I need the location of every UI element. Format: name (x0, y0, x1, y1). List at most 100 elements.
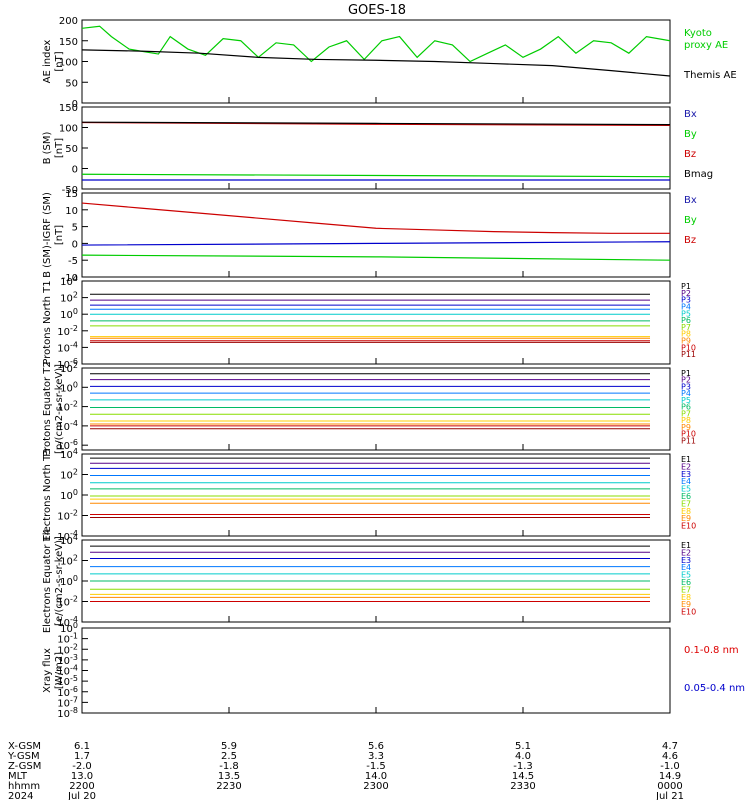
y-tick-label: 10-4 (57, 529, 78, 543)
y-tick-label: 10-6 (57, 438, 78, 452)
x-axis-row-label: MLT (8, 771, 28, 782)
x-axis-value: 2300 (363, 781, 388, 792)
series-line (81, 25, 671, 63)
legend-entry: E10 (681, 522, 696, 531)
legend-entry: E3 (681, 470, 691, 479)
legend-entry: E3 (681, 556, 691, 565)
legend-entry: P10 (681, 343, 696, 352)
y-axis-label: [nT] (54, 138, 65, 158)
y-tick-label: 0 (72, 239, 78, 250)
legend-entry: proxy AE (684, 40, 728, 51)
x-axis-value: 14.0 (365, 771, 387, 782)
y-axis-label: Protons North T1 (42, 280, 53, 364)
y-axis-label: Xray flux (42, 648, 53, 693)
x-axis-value: -1.8 (219, 761, 239, 772)
x-axis-value: 2330 (510, 781, 535, 792)
x-axis-value: Jul 21 (655, 791, 684, 800)
y-tick-label: 0 (72, 165, 78, 176)
y-tick-label: 104 (60, 533, 78, 547)
legend-entry: P2 (681, 376, 691, 385)
legend-entry: By (684, 129, 697, 140)
x-axis-value: 13.5 (218, 771, 240, 782)
series-line (81, 254, 671, 261)
y-axis-label: AE index (42, 40, 53, 84)
legend-entry: 0.1-0.8 nm (684, 645, 739, 656)
legend-entry: P6 (681, 316, 691, 325)
legend-entry: E2 (681, 462, 691, 471)
legend-entry: E9 (681, 514, 691, 523)
x-axis-row-label: Z-GSM (8, 761, 41, 772)
legend-entry: E8 (681, 507, 691, 516)
legend-entry: P1 (681, 282, 691, 291)
legend-entry: P7 (681, 323, 691, 332)
x-axis-value: 5.1 (515, 741, 531, 752)
legend-entry: By (684, 215, 697, 226)
legend-entry: P3 (681, 296, 691, 305)
y-axis-label: Electrons North T3 (42, 448, 53, 541)
y-tick-label: 200 (59, 16, 78, 27)
y-tick-label: 10-3 (57, 653, 78, 667)
series-line (81, 241, 671, 246)
y-tick-label: 10-2 (57, 324, 78, 338)
panel-6: Electrons North T3 10410210010-210-4E1E2E… (42, 447, 696, 543)
y-tick-label: 10-7 (57, 695, 78, 709)
legend-entry: P9 (681, 423, 691, 432)
legend-entry: E4 (681, 563, 691, 572)
x-axis-value: 0000 (657, 781, 682, 792)
legend-entry: Bz (684, 149, 696, 160)
y-tick-label: 10-4 (57, 615, 78, 629)
y-tick-label: 100 (60, 380, 78, 394)
legend-entry: 0.05-0.4 nm (684, 683, 745, 694)
y-tick-label: 5 (72, 223, 78, 234)
y-tick-label: 104 (60, 274, 78, 288)
panel-4: Protons North T1 10410210010-210-410-6P1P… (42, 274, 696, 371)
x-axis-value: 1.7 (74, 751, 90, 762)
y-axis-label: B (SM) (42, 131, 53, 164)
y-tick-label: 10-2 (57, 400, 78, 414)
x-axis-value: Jul 20 (67, 791, 96, 800)
legend-entry: P8 (681, 330, 691, 339)
y-tick-label: -5 (68, 256, 78, 267)
y-tick-label: -10 (62, 273, 78, 284)
x-axis-value: 5.6 (368, 741, 384, 752)
legend-entry: E8 (681, 593, 691, 602)
y-axis-label: [p/(cm2-s-sr-keV)] (54, 364, 65, 454)
y-tick-label: 104 (60, 447, 78, 461)
x-axis-value: -1.3 (513, 761, 533, 772)
legend-entry: P8 (681, 416, 691, 425)
x-axis-value: -1.0 (660, 761, 680, 772)
y-tick-label: 100 (59, 124, 78, 135)
legend-entry: Bx (684, 109, 697, 120)
y-tick-label: 15 (65, 189, 78, 200)
y-tick-label: 100 (60, 488, 78, 502)
panel-8: Xray flux [W/m2]10010-110-210-310-410-510… (42, 621, 745, 720)
legend-entry: E4 (681, 477, 691, 486)
y-tick-label: 10-2 (57, 595, 78, 609)
legend-entry: P4 (681, 302, 691, 311)
legend-entry: P6 (681, 403, 691, 412)
y-tick-label: 10-1 (57, 632, 78, 646)
y-tick-label: 102 (60, 361, 78, 375)
x-axis-value: 4.7 (662, 741, 678, 752)
x-axis-value: 4.6 (662, 751, 678, 762)
legend-entry: Themis AE (683, 70, 737, 81)
panel-7: Electrons Equator T4 [e/(cm2-s-sr-keV)]10… (42, 529, 696, 633)
x-axis-value: 6.1 (74, 741, 90, 752)
legend-entry: P7 (681, 409, 691, 418)
legend-entry: E7 (681, 499, 691, 508)
legend-entry: E6 (681, 492, 691, 501)
y-tick-label: 10-4 (57, 340, 78, 354)
y-axis-label: Protons Equator T2 (42, 361, 53, 457)
x-axis-value: 14.9 (659, 771, 681, 782)
legend-entry: P3 (681, 382, 691, 391)
legend-entry: P11 (681, 350, 696, 359)
series-line (81, 121, 671, 126)
legend-entry: E2 (681, 548, 691, 557)
panel-5: Protons Equator T2 [p/(cm2-s-sr-keV)]102 1… (42, 361, 696, 457)
y-tick-label: 10-6 (57, 685, 78, 699)
y-tick-label: 50 (65, 144, 78, 155)
series-line (81, 49, 671, 77)
